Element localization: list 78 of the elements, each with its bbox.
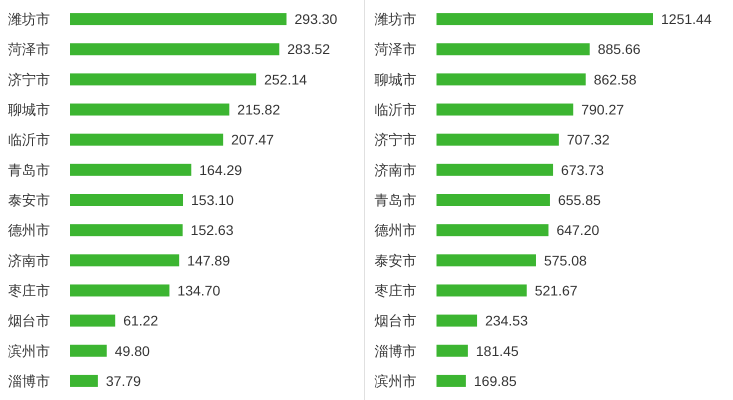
y-tick-label: 泰安市	[8, 192, 50, 208]
bar	[436, 104, 574, 116]
data-label: 61.22	[123, 312, 158, 329]
data-label: 215.82	[237, 102, 280, 118]
y-tick-label: 青岛市	[374, 192, 416, 208]
bar	[436, 374, 466, 387]
data-label: 181.45	[476, 342, 519, 359]
data-label: 153.10	[191, 192, 234, 208]
y-tick-label: 滨州市	[374, 372, 416, 389]
bar	[436, 13, 653, 26]
bar	[70, 73, 256, 86]
bar	[70, 284, 170, 296]
y-tick-label: 青岛市	[8, 162, 50, 178]
data-label: 575.08	[544, 252, 588, 268]
bar	[436, 194, 550, 206]
bar	[436, 43, 590, 56]
bar	[70, 344, 107, 357]
data-label: 147.89	[187, 252, 230, 268]
data-label: 885.66	[598, 41, 641, 58]
y-tick-label: 济南市	[8, 252, 50, 268]
bar	[436, 134, 559, 146]
y-tick-label: 菏泽市	[8, 41, 50, 58]
data-label: 673.73	[561, 162, 604, 178]
y-tick-label: 淄博市	[8, 372, 50, 389]
data-label: 1251.44	[661, 11, 712, 28]
data-label: 790.27	[581, 102, 624, 118]
y-tick-label: 聊城市	[374, 71, 416, 88]
y-tick-label: 枣庄市	[8, 282, 50, 298]
data-label: 252.14	[264, 71, 308, 88]
y-tick-label: 泰安市	[374, 252, 416, 268]
bar	[70, 314, 116, 327]
data-label: 283.52	[287, 41, 330, 58]
y-tick-label: 临沂市	[374, 102, 416, 118]
data-label: 134.70	[177, 282, 220, 298]
data-label: 49.80	[114, 342, 150, 359]
bar	[70, 134, 224, 146]
bar	[436, 314, 478, 327]
data-label: 169.85	[474, 372, 517, 389]
y-tick-label: 滨州市	[8, 342, 50, 359]
bar	[436, 344, 468, 357]
bar	[436, 284, 527, 296]
y-tick-label: 菏泽市	[374, 41, 416, 58]
y-tick-label: 淄博市	[374, 342, 416, 359]
data-label: 164.29	[199, 162, 242, 178]
bar	[436, 164, 554, 176]
y-tick-label: 济宁市	[374, 132, 416, 148]
bar	[70, 104, 230, 116]
bar	[436, 254, 536, 266]
bar	[70, 194, 184, 206]
y-tick-label: 德州市	[8, 222, 50, 238]
data-label: 862.58	[594, 71, 637, 88]
bar	[436, 73, 586, 86]
y-tick-label: 潍坊市	[8, 11, 50, 28]
data-label: 521.67	[534, 282, 578, 298]
bar	[436, 224, 548, 236]
bar	[70, 43, 280, 56]
y-tick-label: 临沂市	[8, 132, 50, 148]
y-tick-label: 济宁市	[8, 71, 50, 88]
y-tick-label: 聊城市	[8, 102, 50, 118]
y-tick-label: 烟台市	[374, 312, 416, 329]
data-label: 37.79	[106, 372, 142, 389]
data-label: 655.85	[558, 192, 601, 208]
y-tick-label: 枣庄市	[374, 282, 416, 298]
data-label: 647.20	[556, 222, 600, 238]
bar	[70, 254, 180, 266]
bar	[70, 224, 183, 236]
y-tick-label: 潍坊市	[374, 11, 416, 28]
bar	[70, 13, 286, 26]
data-label: 707.32	[566, 132, 610, 148]
data-label: 152.63	[190, 222, 234, 238]
y-tick-label: 济南市	[374, 162, 416, 178]
bar	[70, 374, 98, 387]
data-label: 293.30	[294, 11, 338, 28]
y-tick-label: 德州市	[374, 222, 416, 238]
y-tick-label: 烟台市	[8, 312, 50, 329]
data-label: 207.47	[231, 132, 274, 148]
data-label: 234.53	[485, 312, 528, 329]
bar	[70, 164, 192, 176]
